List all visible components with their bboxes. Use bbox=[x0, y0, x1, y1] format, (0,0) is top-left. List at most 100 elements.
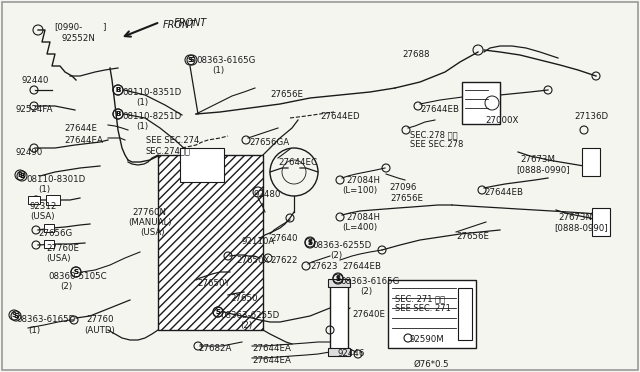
Text: (1): (1) bbox=[136, 98, 148, 107]
Bar bbox=[330, 285, 348, 350]
Text: SEC.274参照: SEC.274参照 bbox=[146, 146, 191, 155]
Text: B: B bbox=[115, 111, 120, 117]
Text: (USA): (USA) bbox=[140, 228, 164, 237]
Text: 08363-6255D: 08363-6255D bbox=[220, 311, 279, 320]
Text: ]: ] bbox=[102, 22, 106, 31]
Text: 27640E: 27640E bbox=[352, 310, 385, 319]
Text: S: S bbox=[335, 275, 340, 281]
Text: 27644EA: 27644EA bbox=[64, 136, 103, 145]
Text: B: B bbox=[115, 87, 120, 93]
Text: (2): (2) bbox=[360, 287, 372, 296]
Text: S: S bbox=[307, 240, 312, 246]
Text: 08363-6165G: 08363-6165G bbox=[196, 56, 255, 65]
Text: 27656GA: 27656GA bbox=[249, 138, 289, 147]
Text: B: B bbox=[115, 111, 120, 117]
Text: Ø76*0.5: Ø76*0.5 bbox=[414, 360, 450, 369]
Text: 08110-8251D: 08110-8251D bbox=[122, 112, 181, 121]
Text: 27656G: 27656G bbox=[38, 229, 72, 238]
Text: B: B bbox=[115, 87, 120, 93]
Bar bbox=[582, 148, 600, 176]
Text: 27000X: 27000X bbox=[485, 116, 518, 125]
Bar bbox=[28, 196, 40, 204]
Bar bbox=[458, 288, 472, 340]
Bar bbox=[158, 155, 263, 330]
Text: 27084H: 27084H bbox=[346, 213, 380, 222]
Text: 27650: 27650 bbox=[230, 294, 257, 303]
Text: 08110-8301D: 08110-8301D bbox=[26, 175, 85, 184]
Text: (L=100): (L=100) bbox=[342, 186, 377, 195]
Text: (2): (2) bbox=[60, 282, 72, 291]
Text: (2): (2) bbox=[240, 321, 252, 330]
Text: S: S bbox=[74, 269, 79, 275]
Text: 92480: 92480 bbox=[254, 190, 282, 199]
Text: 27656E: 27656E bbox=[270, 90, 303, 99]
Text: [0888-0990]: [0888-0990] bbox=[554, 223, 607, 232]
Bar bbox=[328, 348, 350, 356]
Text: 27673N: 27673N bbox=[558, 213, 592, 222]
Text: (1): (1) bbox=[28, 326, 40, 335]
Bar bbox=[180, 148, 224, 182]
Bar bbox=[462, 82, 500, 124]
Text: 27644EB: 27644EB bbox=[420, 105, 459, 114]
Text: (1): (1) bbox=[212, 66, 224, 75]
Text: 92110A: 92110A bbox=[242, 237, 275, 246]
Text: 92552N: 92552N bbox=[62, 34, 96, 43]
Text: 92312: 92312 bbox=[30, 202, 58, 211]
Text: 08363-6165G: 08363-6165G bbox=[340, 277, 399, 286]
Text: (MANUAL): (MANUAL) bbox=[128, 218, 172, 227]
Text: FRONT: FRONT bbox=[163, 20, 196, 30]
Text: 92590M: 92590M bbox=[410, 335, 445, 344]
Text: 27623: 27623 bbox=[310, 262, 337, 271]
Text: (AUTD): (AUTD) bbox=[84, 326, 115, 335]
Text: S: S bbox=[307, 239, 312, 245]
Text: 27760: 27760 bbox=[86, 315, 113, 324]
Text: 27650X: 27650X bbox=[236, 256, 269, 265]
Text: 92446: 92446 bbox=[337, 349, 364, 358]
Text: S: S bbox=[189, 57, 195, 63]
Bar bbox=[46, 195, 60, 205]
Text: 27096: 27096 bbox=[389, 183, 417, 192]
Text: (2): (2) bbox=[330, 251, 342, 260]
Text: 27084H: 27084H bbox=[346, 176, 380, 185]
Text: 27656E: 27656E bbox=[456, 232, 489, 241]
Text: S: S bbox=[12, 312, 17, 318]
Text: [0990-: [0990- bbox=[54, 22, 83, 31]
Text: SEE SEC.274: SEE SEC.274 bbox=[146, 136, 199, 145]
Text: S: S bbox=[188, 57, 193, 63]
Text: 27644EA: 27644EA bbox=[252, 344, 291, 353]
Text: SEE SEC. 271: SEE SEC. 271 bbox=[395, 304, 451, 313]
Text: 27644EC: 27644EC bbox=[278, 158, 317, 167]
Text: (1): (1) bbox=[38, 185, 50, 194]
Text: S: S bbox=[335, 276, 340, 282]
Text: 92524FA: 92524FA bbox=[16, 105, 54, 114]
Text: 27682A: 27682A bbox=[198, 344, 232, 353]
Text: FRONT: FRONT bbox=[174, 18, 207, 28]
Bar bbox=[44, 240, 54, 248]
Text: SEE SEC.278: SEE SEC.278 bbox=[410, 140, 463, 149]
Text: SEC.278 参照: SEC.278 参照 bbox=[410, 130, 458, 139]
Text: (USA): (USA) bbox=[30, 212, 54, 221]
Text: 08360-5105C: 08360-5105C bbox=[48, 272, 107, 281]
Text: S: S bbox=[216, 309, 221, 315]
Text: 27688: 27688 bbox=[402, 50, 429, 59]
Text: B: B bbox=[17, 172, 22, 178]
Text: 27656E: 27656E bbox=[390, 194, 423, 203]
Text: SEC. 271 参照: SEC. 271 参照 bbox=[395, 294, 445, 303]
Text: 27644EB: 27644EB bbox=[342, 262, 381, 271]
Bar bbox=[388, 280, 476, 348]
Text: [0888-0990]: [0888-0990] bbox=[516, 165, 570, 174]
Bar bbox=[592, 208, 610, 236]
Text: B: B bbox=[19, 173, 24, 179]
Text: 08110-8351D: 08110-8351D bbox=[122, 88, 181, 97]
Text: 27640: 27640 bbox=[270, 234, 298, 243]
Text: 27760N: 27760N bbox=[132, 208, 166, 217]
Text: (USA): (USA) bbox=[46, 254, 70, 263]
Text: 27760E: 27760E bbox=[46, 244, 79, 253]
Text: 27136D: 27136D bbox=[574, 112, 608, 121]
Text: 27644EA: 27644EA bbox=[252, 356, 291, 365]
Text: 27622: 27622 bbox=[270, 256, 298, 265]
Text: 27644EB: 27644EB bbox=[484, 188, 523, 197]
Text: S: S bbox=[74, 269, 79, 275]
Text: 27650Y: 27650Y bbox=[197, 279, 230, 288]
Text: 92440: 92440 bbox=[22, 76, 49, 85]
